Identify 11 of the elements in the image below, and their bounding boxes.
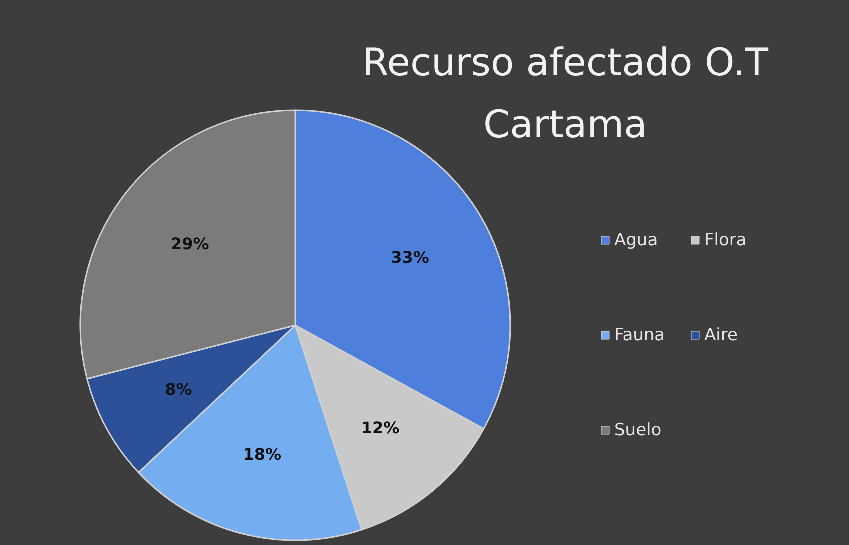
legend-label: Aire	[704, 326, 738, 346]
data-label: 18%	[243, 445, 282, 464]
legend-label: Fauna	[614, 326, 666, 346]
chart-title: Recurso afectado O.T Cartama	[362, 40, 770, 146]
data-label: 8%	[165, 380, 192, 400]
data-label: 33%	[391, 248, 430, 268]
data-label: 12%	[361, 418, 400, 438]
data-label: 29%	[171, 234, 210, 254]
legend-label: Flora	[704, 230, 747, 250]
legend-label: Suelo	[614, 420, 662, 440]
legend-label: Agua	[614, 230, 658, 250]
